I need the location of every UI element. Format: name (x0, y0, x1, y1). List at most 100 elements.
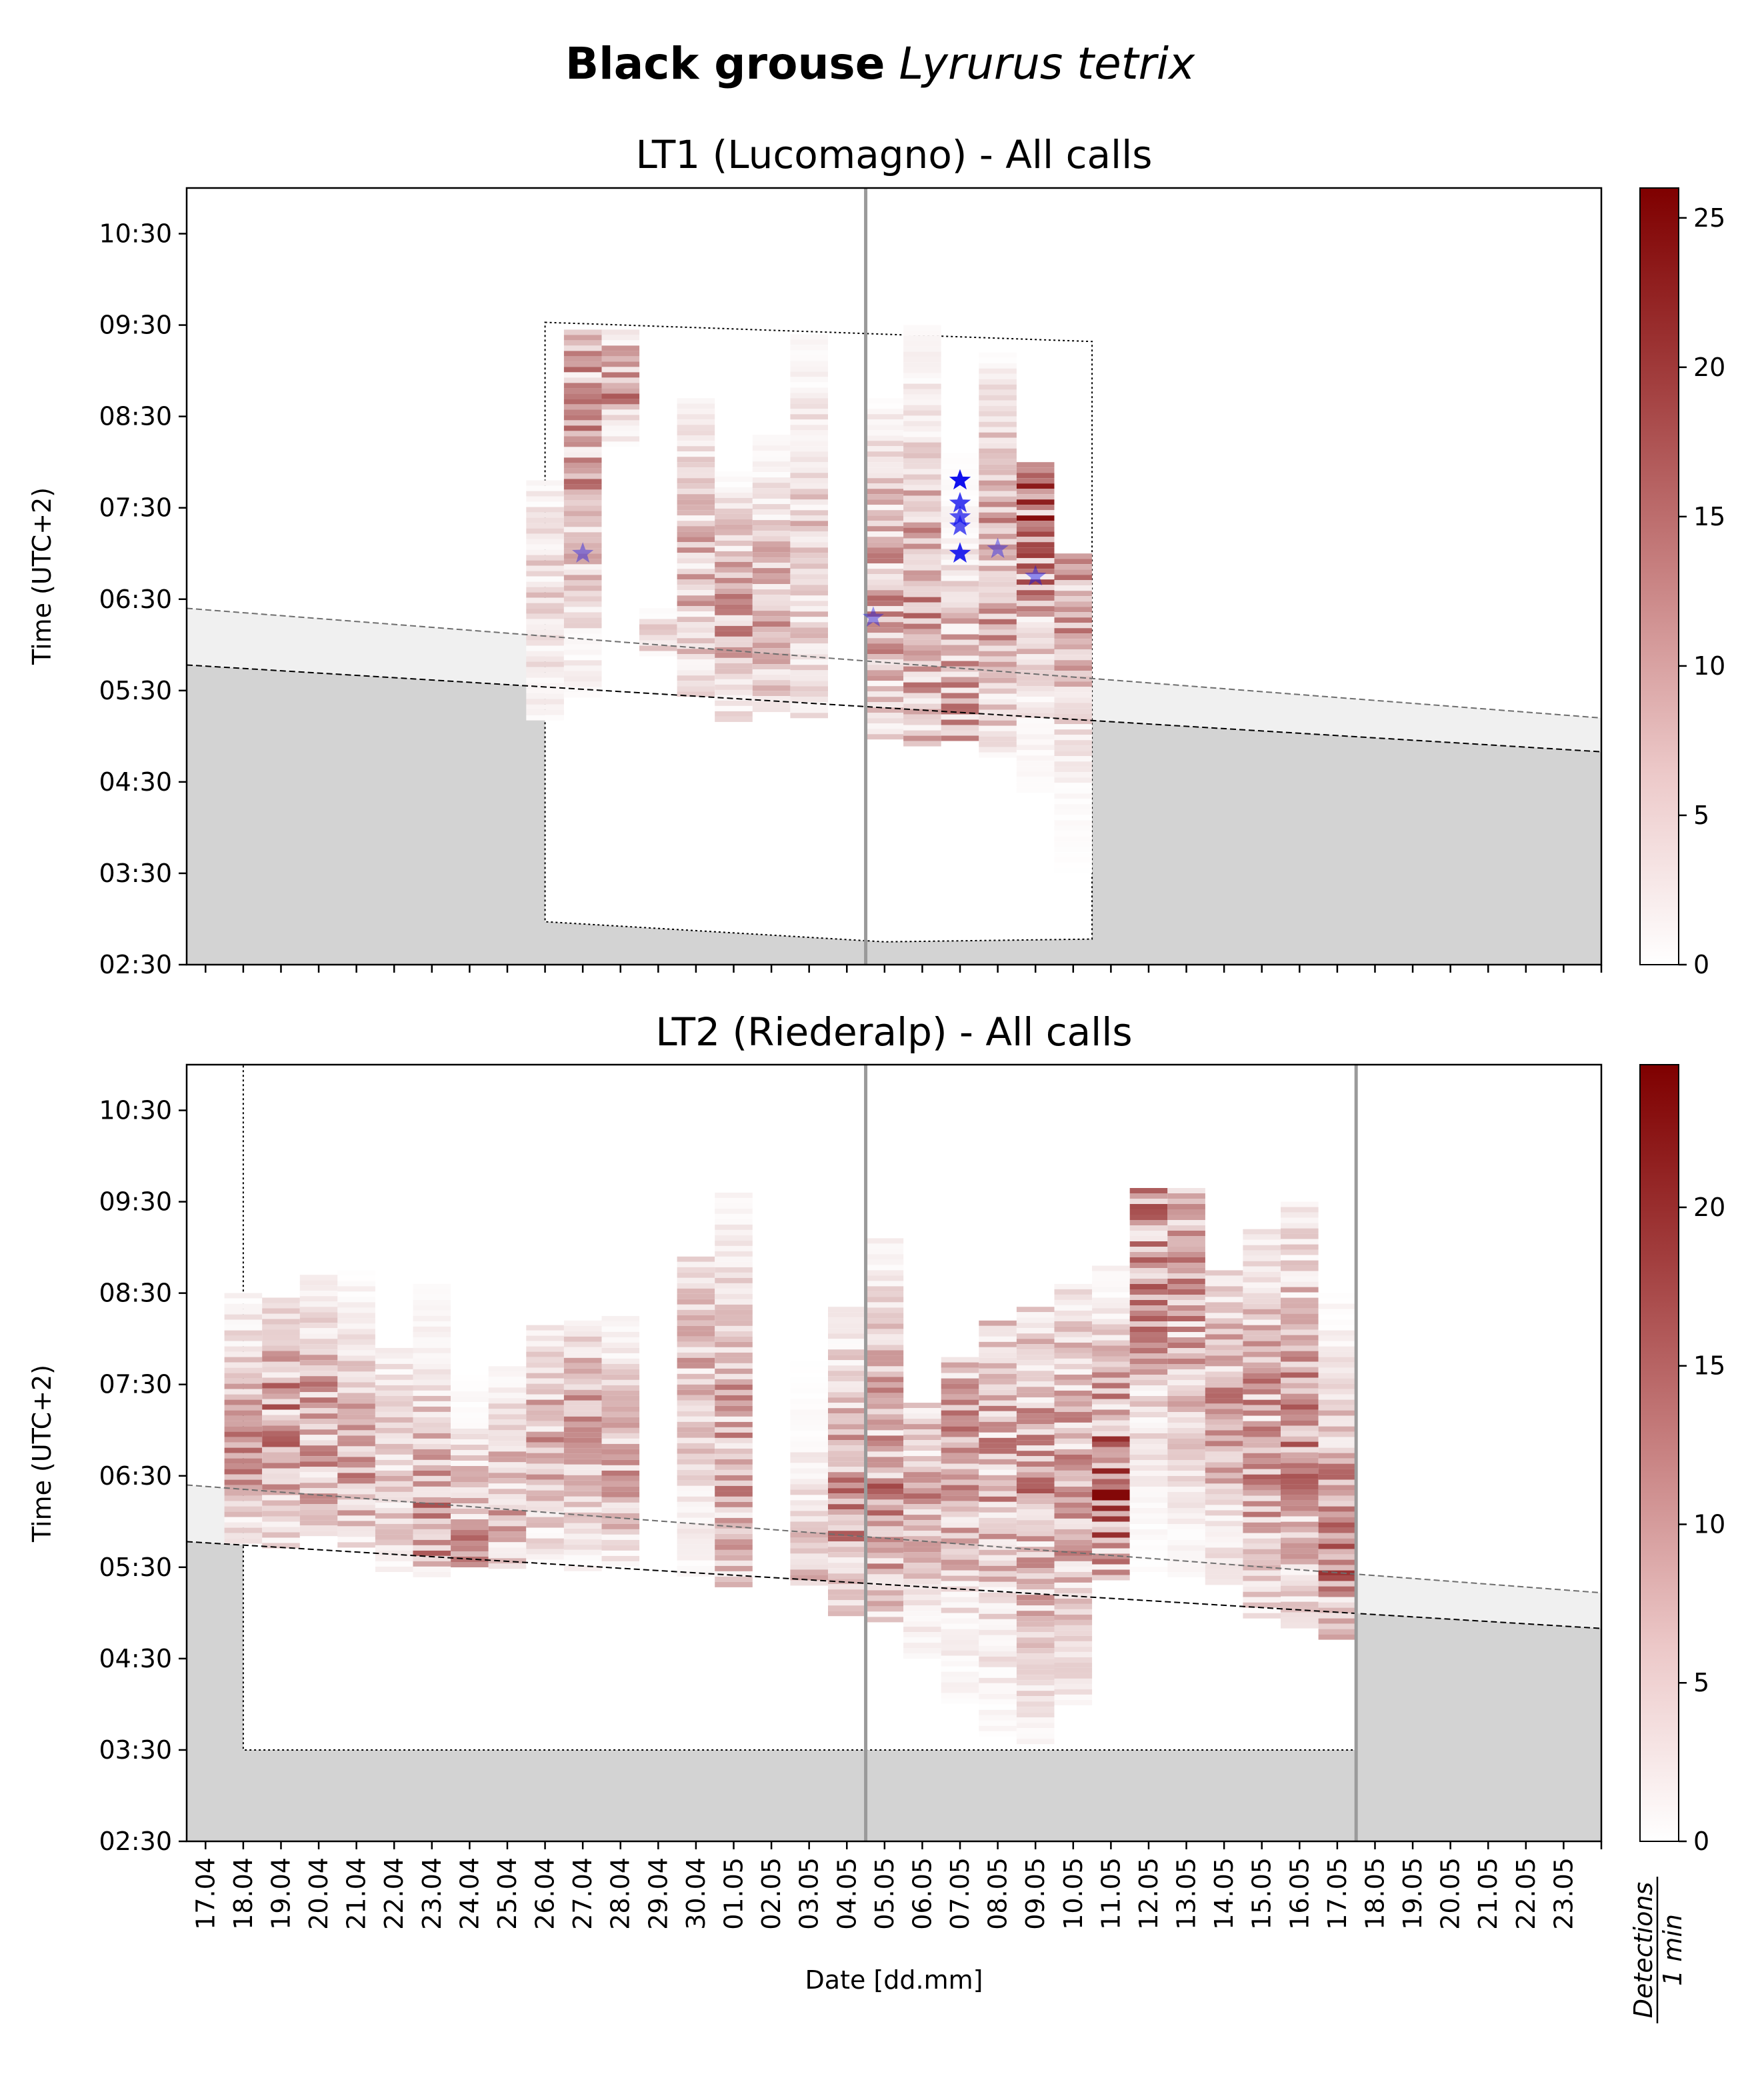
heat-cell (979, 1405, 1017, 1411)
heat-cell (1167, 1273, 1205, 1279)
heat-cell (865, 590, 904, 596)
heat-cell (903, 533, 941, 539)
heatmap-column (677, 1256, 715, 1577)
heat-cell (903, 693, 941, 699)
heat-cell (1016, 1424, 1055, 1430)
heat-cell (790, 638, 828, 644)
heat-cell (677, 1315, 715, 1321)
heat-cell (224, 1522, 263, 1528)
heat-cell (1129, 1332, 1168, 1337)
heat-cell (413, 1379, 451, 1385)
heat-cell (224, 1447, 263, 1453)
heatmap-column (1092, 1265, 1130, 1581)
heat-cell (1016, 718, 1055, 724)
heat-cell (1167, 1391, 1205, 1396)
heat-cell (1318, 1613, 1357, 1619)
heat-cell (979, 384, 1017, 390)
heat-cell (224, 1325, 263, 1331)
heat-cell (563, 441, 602, 447)
heat-cell (677, 1485, 715, 1491)
heat-cell (1054, 1662, 1093, 1668)
heat-cell (526, 1410, 564, 1416)
heat-cell (979, 608, 1017, 614)
heat-cell (865, 430, 904, 436)
heat-cell (1205, 1334, 1243, 1340)
heat-cell (828, 1403, 866, 1409)
heat-cell (941, 682, 979, 688)
heat-cell (262, 1425, 300, 1431)
heat-cell (1243, 1490, 1281, 1496)
heat-cell (1054, 847, 1093, 853)
heat-cell (1016, 1723, 1055, 1729)
heat-cell (1129, 1487, 1168, 1492)
heat-cell (1016, 1515, 1055, 1521)
heat-cell (1016, 510, 1055, 516)
heat-cell (715, 1384, 753, 1390)
heat-cell (1205, 1371, 1243, 1377)
heat-cell (1318, 1623, 1357, 1629)
heat-cell (451, 1450, 489, 1455)
heat-cell (224, 1453, 263, 1459)
heat-cell (865, 1355, 904, 1361)
heat-cell (1129, 1380, 1168, 1385)
heat-cell (828, 1600, 866, 1606)
heat-cell (979, 1469, 1017, 1475)
heat-cell (790, 526, 828, 532)
heat-cell (1016, 601, 1055, 607)
observation-star (862, 606, 884, 627)
heat-cell (1243, 1597, 1281, 1603)
heat-cell (1243, 1239, 1281, 1245)
heat-cell (413, 1417, 451, 1423)
heat-cell (828, 1328, 866, 1334)
heat-cell (903, 517, 941, 523)
heat-cell (979, 1672, 1017, 1678)
heat-cell (1016, 622, 1055, 628)
heat-cell (1016, 1541, 1055, 1547)
heat-cell (1129, 1284, 1168, 1289)
heat-cell (903, 543, 941, 549)
heatmap-column (563, 329, 602, 698)
heat-cell (413, 1289, 451, 1295)
heat-cell (1054, 591, 1093, 597)
heat-cell (1054, 852, 1093, 858)
heat-cell (563, 511, 602, 517)
colorbar-unit-denominator: 1 min (1658, 1914, 1687, 1986)
heat-cell (715, 1523, 753, 1529)
heat-cell (1054, 1459, 1093, 1465)
heat-cell (979, 1411, 1017, 1417)
heat-cell (1167, 1268, 1205, 1273)
heat-cell (903, 501, 941, 507)
heat-cell (413, 1454, 451, 1460)
heat-cell (715, 1256, 753, 1262)
heat-cell (1243, 1277, 1281, 1283)
heat-cell (903, 570, 941, 576)
heat-cell (1281, 1516, 1319, 1522)
heat-cell (413, 1486, 451, 1492)
heat-cell (563, 1448, 602, 1454)
y-axis-label: Time (UTC+2) (27, 487, 57, 665)
heat-cell (790, 675, 828, 681)
heat-cell (1054, 1470, 1093, 1476)
heat-cell (1016, 1621, 1055, 1627)
heat-cell (903, 527, 941, 533)
heat-cell (865, 1457, 904, 1463)
heat-cell (903, 1584, 941, 1590)
x-tick-label: 17.04 (191, 1857, 220, 1930)
heat-cell (1129, 1369, 1168, 1375)
heat-cell (601, 1545, 640, 1551)
heat-cell (828, 1360, 866, 1366)
heat-cell (413, 1465, 451, 1471)
heat-cell (979, 581, 1017, 587)
heat-cell (337, 1345, 375, 1351)
heat-cell (1016, 665, 1055, 671)
heat-cell (941, 1362, 979, 1368)
heat-cell (1054, 1683, 1093, 1689)
heat-cell (1054, 1673, 1093, 1679)
heat-cell (1054, 719, 1093, 725)
heat-cell (1281, 1612, 1319, 1618)
heat-cell (563, 452, 602, 458)
heat-cell (752, 579, 791, 585)
heat-cell (375, 1486, 413, 1492)
heat-cell (903, 447, 941, 453)
heat-cell (715, 1480, 753, 1486)
